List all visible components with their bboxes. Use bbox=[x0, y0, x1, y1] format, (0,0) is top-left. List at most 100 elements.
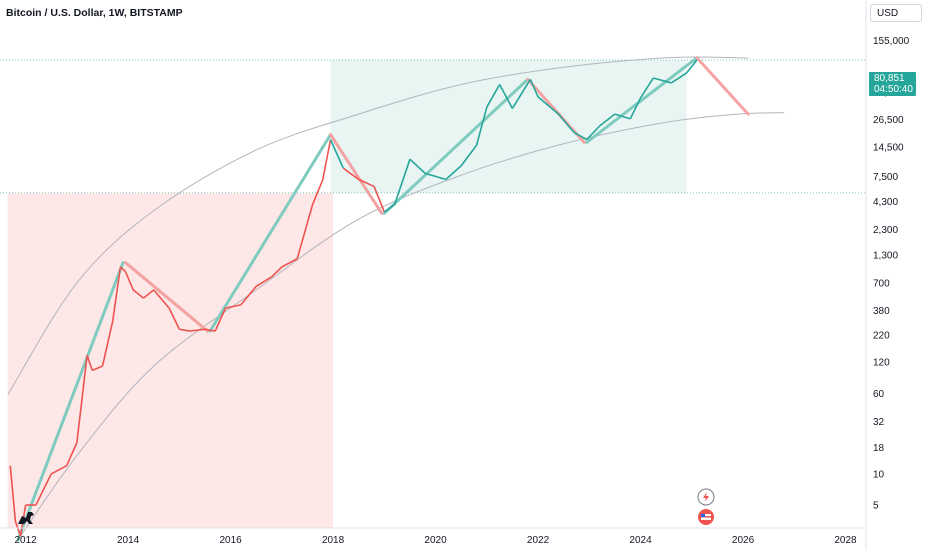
y-tick-label: 32 bbox=[873, 417, 885, 428]
price-point bbox=[537, 96, 539, 98]
price-point bbox=[445, 179, 447, 181]
price-point bbox=[322, 179, 324, 181]
shaded-region-down bbox=[7, 192, 334, 528]
price-point bbox=[409, 158, 411, 160]
flag-icon[interactable] bbox=[698, 509, 714, 525]
price-point bbox=[225, 307, 227, 309]
reference-lines bbox=[0, 59, 866, 194]
price-point bbox=[50, 473, 52, 475]
trend-line-down bbox=[526, 77, 586, 144]
trend-line-up bbox=[585, 56, 699, 144]
price-point bbox=[189, 330, 191, 332]
y-tick-label: 120 bbox=[873, 358, 890, 369]
y-tick-label: 5 bbox=[873, 501, 879, 512]
price-point bbox=[435, 176, 437, 178]
y-tick-label: 4,300 bbox=[873, 197, 898, 208]
y-tick-label: 155,000 bbox=[873, 36, 910, 47]
x-tick-label: 2012 bbox=[14, 535, 37, 546]
dino-logo-icon bbox=[18, 512, 34, 524]
price-line-red bbox=[9, 139, 386, 537]
trend-line-up bbox=[16, 261, 125, 542]
trend-line-down bbox=[329, 133, 384, 215]
x-axis-ticks: 2012 2014 2016 2018 2020 2022 2024 2026 2028 bbox=[14, 535, 857, 546]
price-point bbox=[102, 365, 104, 367]
price-point bbox=[573, 132, 575, 134]
price-point bbox=[9, 465, 11, 467]
last-price-countdown: 04:50:40 bbox=[874, 84, 913, 95]
x-tick-label: 2022 bbox=[527, 535, 550, 546]
y-tick-label: 14,500 bbox=[873, 142, 904, 153]
trend-line-down bbox=[695, 56, 750, 116]
price-point bbox=[614, 113, 616, 115]
lower-arc bbox=[17, 112, 785, 541]
y-tick-label: 380 bbox=[873, 306, 890, 317]
x-tick-label: 2014 bbox=[117, 535, 140, 546]
last-price-badge: 80,851 04:50:40 bbox=[869, 72, 916, 96]
y-tick-label: 1,300 bbox=[873, 251, 898, 262]
price-point bbox=[125, 271, 127, 273]
price-point bbox=[91, 370, 93, 372]
price-point bbox=[312, 204, 314, 206]
price-point bbox=[476, 144, 478, 146]
shaded-regions bbox=[7, 59, 687, 528]
price-point bbox=[686, 72, 688, 74]
price-point bbox=[214, 330, 216, 332]
x-tick-label: 2016 bbox=[219, 535, 242, 546]
price-point bbox=[486, 106, 488, 108]
x-tick-label: 2018 bbox=[322, 535, 345, 546]
y-tick-label: 7,500 bbox=[873, 172, 898, 183]
price-point bbox=[86, 354, 88, 356]
price-point bbox=[460, 165, 462, 167]
currency-selector[interactable]: USD bbox=[870, 4, 922, 22]
y-tick-label: 220 bbox=[873, 330, 890, 341]
price-point bbox=[25, 504, 27, 506]
price-point bbox=[394, 204, 396, 206]
upper-arc bbox=[7, 56, 749, 396]
price-point bbox=[271, 276, 273, 278]
price-point bbox=[76, 442, 78, 444]
y-tick-label: 26,500 bbox=[873, 115, 904, 126]
x-tick-label: 2026 bbox=[732, 535, 755, 546]
price-point bbox=[179, 328, 181, 330]
x-tick-label: 2024 bbox=[629, 535, 652, 546]
price-point bbox=[512, 108, 514, 110]
price-point bbox=[696, 59, 698, 61]
price-point bbox=[120, 266, 122, 268]
price-point bbox=[358, 179, 360, 181]
price-point bbox=[330, 139, 332, 141]
price-point bbox=[143, 297, 145, 299]
shaded-region-up bbox=[330, 59, 687, 193]
y-tick-label: 18 bbox=[873, 443, 885, 454]
price-point bbox=[586, 139, 588, 141]
trend-line-up bbox=[382, 77, 530, 215]
price-series bbox=[9, 59, 698, 537]
price-point bbox=[281, 266, 283, 268]
price-point bbox=[204, 328, 206, 330]
price-point bbox=[35, 504, 37, 506]
price-point bbox=[240, 304, 242, 306]
y-tick-label: 2,300 bbox=[873, 225, 898, 236]
price-point bbox=[296, 258, 298, 260]
chart-title: Bitcoin / U.S. Dollar, 1W, BITSTAMP bbox=[6, 7, 183, 19]
lightning-icon[interactable] bbox=[697, 488, 715, 506]
x-tick-label: 2028 bbox=[834, 535, 857, 546]
price-point bbox=[640, 97, 642, 99]
trend-lines bbox=[16, 56, 750, 542]
price-point bbox=[373, 186, 375, 188]
price-point bbox=[132, 289, 134, 291]
y-tick-label: 10 bbox=[873, 469, 885, 480]
y-tick-label: 700 bbox=[873, 278, 890, 289]
price-point bbox=[255, 286, 257, 288]
price-point bbox=[670, 82, 672, 84]
price-point bbox=[653, 77, 655, 79]
price-point bbox=[66, 465, 68, 467]
price-point bbox=[629, 118, 631, 120]
price-point bbox=[384, 211, 386, 213]
price-point bbox=[112, 320, 114, 322]
arcs bbox=[7, 56, 785, 541]
last-price-value: 80,851 bbox=[874, 73, 905, 84]
price-point bbox=[425, 173, 427, 175]
price-point bbox=[599, 125, 601, 127]
